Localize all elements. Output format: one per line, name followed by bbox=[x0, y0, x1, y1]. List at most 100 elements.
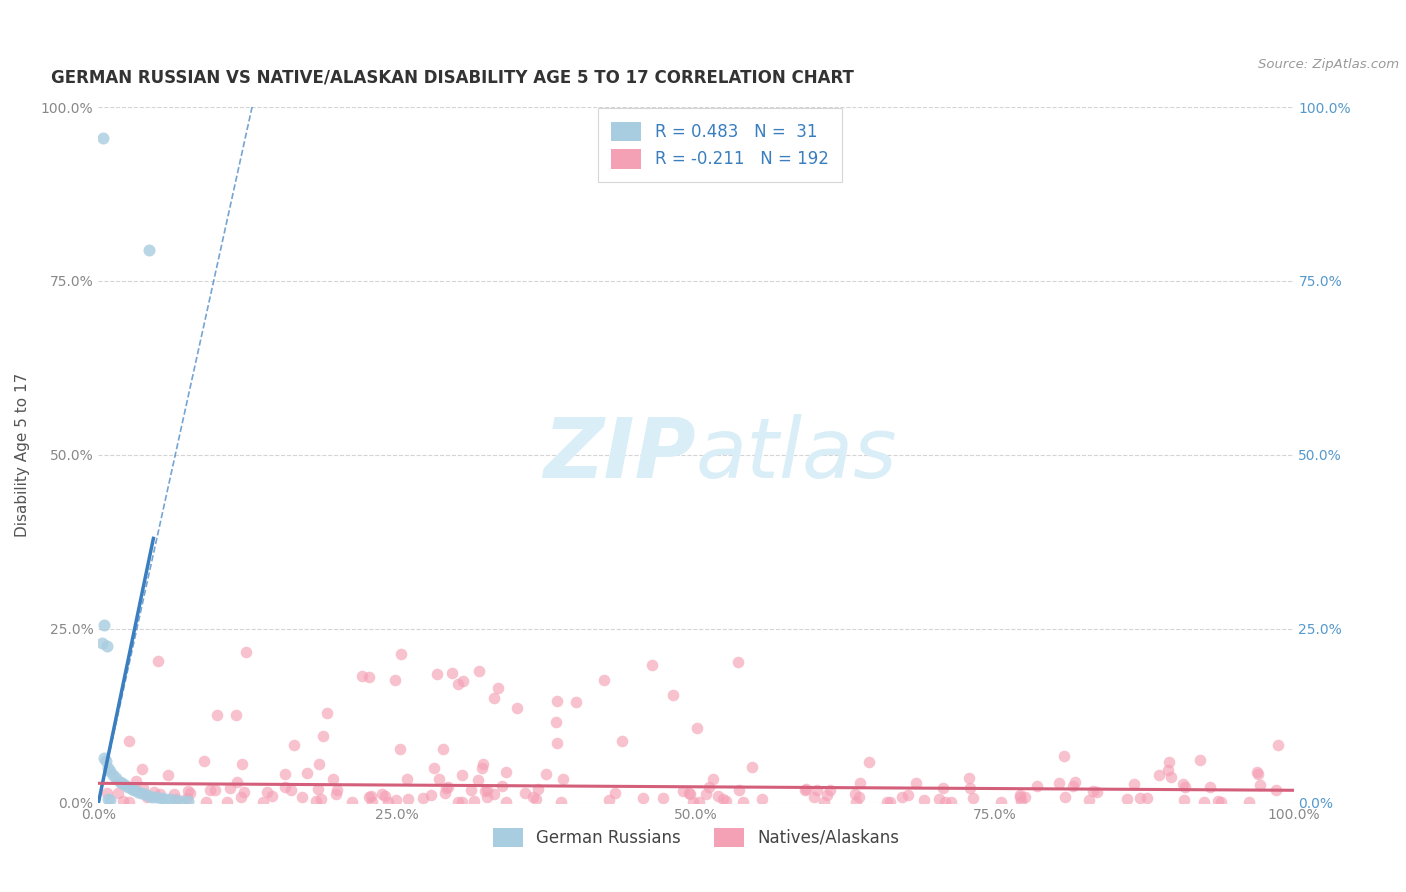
Point bbox=[695, 787, 717, 801]
Point bbox=[491, 779, 513, 793]
Point bbox=[235, 645, 257, 659]
Point bbox=[93, 618, 115, 632]
Point bbox=[389, 647, 412, 661]
Point bbox=[1077, 793, 1099, 807]
Point bbox=[688, 795, 710, 809]
Point bbox=[939, 795, 962, 809]
Point bbox=[312, 730, 335, 744]
Point bbox=[546, 715, 568, 730]
Point bbox=[858, 755, 880, 769]
Point bbox=[149, 791, 172, 805]
Point bbox=[322, 772, 344, 786]
Point bbox=[131, 780, 153, 795]
Point bbox=[155, 791, 177, 805]
Point bbox=[551, 772, 574, 786]
Point bbox=[1053, 789, 1076, 804]
Point bbox=[702, 772, 724, 786]
Point bbox=[283, 738, 305, 752]
Point bbox=[486, 681, 509, 696]
Point bbox=[565, 695, 588, 709]
Point bbox=[107, 786, 129, 800]
Text: atlas: atlas bbox=[696, 415, 897, 495]
Point bbox=[436, 780, 458, 795]
Point bbox=[495, 765, 517, 780]
Point bbox=[751, 791, 773, 805]
Point bbox=[308, 757, 330, 772]
Point bbox=[474, 784, 496, 798]
Point bbox=[527, 782, 550, 797]
Point bbox=[1122, 777, 1144, 791]
Point bbox=[633, 790, 655, 805]
Point bbox=[727, 655, 749, 669]
Point bbox=[928, 792, 950, 806]
Point bbox=[524, 792, 547, 806]
Point bbox=[433, 786, 456, 800]
Point bbox=[711, 791, 734, 805]
Point bbox=[897, 788, 920, 802]
Point bbox=[1206, 795, 1229, 809]
Point bbox=[231, 789, 253, 804]
Point bbox=[440, 665, 463, 680]
Point bbox=[475, 782, 498, 797]
Point bbox=[148, 654, 170, 668]
Point bbox=[315, 706, 337, 720]
Point bbox=[1116, 792, 1139, 806]
Point bbox=[451, 768, 474, 782]
Point bbox=[467, 773, 489, 788]
Point bbox=[124, 783, 146, 797]
Point bbox=[233, 785, 256, 799]
Point bbox=[1246, 764, 1268, 779]
Point bbox=[876, 795, 898, 809]
Point bbox=[471, 756, 494, 771]
Point bbox=[1062, 779, 1084, 793]
Point bbox=[385, 793, 408, 807]
Point bbox=[138, 243, 160, 257]
Point bbox=[96, 639, 118, 653]
Point bbox=[1246, 767, 1268, 781]
Y-axis label: Disability Age 5 to 17: Disability Age 5 to 17 bbox=[15, 373, 30, 537]
Point bbox=[806, 783, 828, 797]
Point bbox=[598, 793, 620, 807]
Point bbox=[396, 791, 419, 805]
Point bbox=[177, 794, 200, 808]
Point bbox=[513, 786, 536, 800]
Point bbox=[280, 783, 302, 797]
Point bbox=[1010, 790, 1032, 805]
Point bbox=[546, 694, 568, 708]
Point bbox=[96, 786, 118, 800]
Point bbox=[134, 788, 156, 802]
Point bbox=[697, 780, 720, 794]
Point bbox=[468, 664, 491, 678]
Point bbox=[641, 657, 664, 672]
Point bbox=[149, 788, 172, 802]
Point bbox=[436, 780, 458, 795]
Point bbox=[291, 790, 314, 805]
Point bbox=[1008, 788, 1031, 802]
Point bbox=[165, 792, 187, 806]
Point bbox=[1147, 768, 1170, 782]
Point bbox=[125, 774, 148, 789]
Point bbox=[420, 788, 443, 802]
Point bbox=[471, 760, 494, 774]
Point bbox=[934, 795, 956, 809]
Point bbox=[546, 736, 568, 750]
Point bbox=[1173, 793, 1195, 807]
Point bbox=[890, 789, 912, 804]
Point bbox=[522, 790, 544, 805]
Point bbox=[451, 674, 474, 689]
Point bbox=[534, 767, 557, 781]
Point bbox=[360, 795, 382, 809]
Point bbox=[678, 786, 700, 800]
Point bbox=[682, 795, 704, 809]
Point bbox=[395, 772, 418, 787]
Point bbox=[357, 670, 380, 684]
Point bbox=[495, 795, 517, 809]
Point bbox=[432, 742, 454, 756]
Point bbox=[252, 795, 274, 809]
Point bbox=[727, 783, 749, 797]
Point bbox=[118, 795, 141, 809]
Point bbox=[905, 776, 928, 790]
Point bbox=[815, 788, 838, 802]
Point bbox=[176, 791, 198, 805]
Point bbox=[138, 789, 160, 803]
